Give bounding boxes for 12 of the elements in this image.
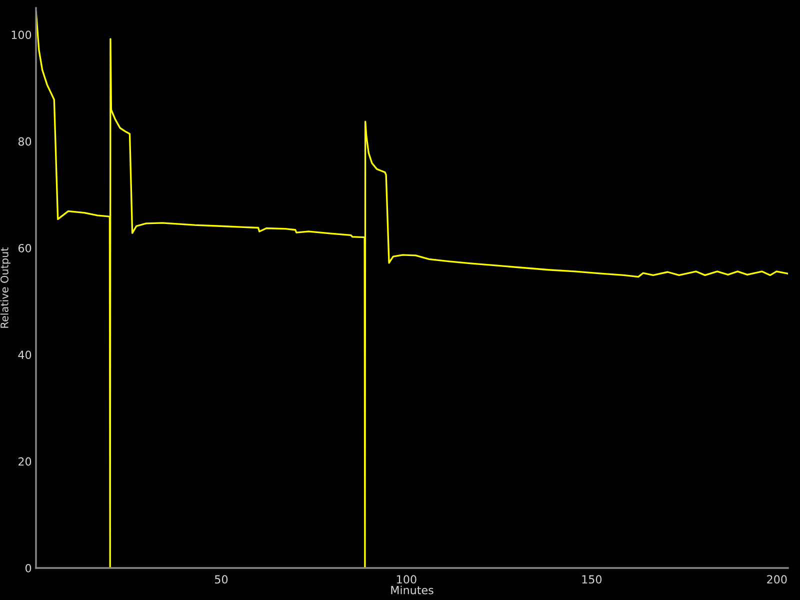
y-tick-label: 80 (18, 137, 32, 146)
x-tick-label: 100 (397, 575, 416, 584)
y-tick-label: 0 (25, 564, 32, 572)
y-tick-label: 40 (18, 350, 32, 360)
y-tick-label: 100 (12, 30, 32, 40)
x-tick-label: 150 (582, 575, 602, 584)
y-axis-title: Relative Output (0, 248, 10, 328)
y-tick-label: 20 (18, 457, 32, 466)
x-axis-title: Minutes (391, 586, 434, 594)
x-tick-label: 50 (215, 575, 228, 584)
y-tick-label: 60 (18, 244, 32, 252)
x-tick-label: 200 (767, 575, 787, 584)
